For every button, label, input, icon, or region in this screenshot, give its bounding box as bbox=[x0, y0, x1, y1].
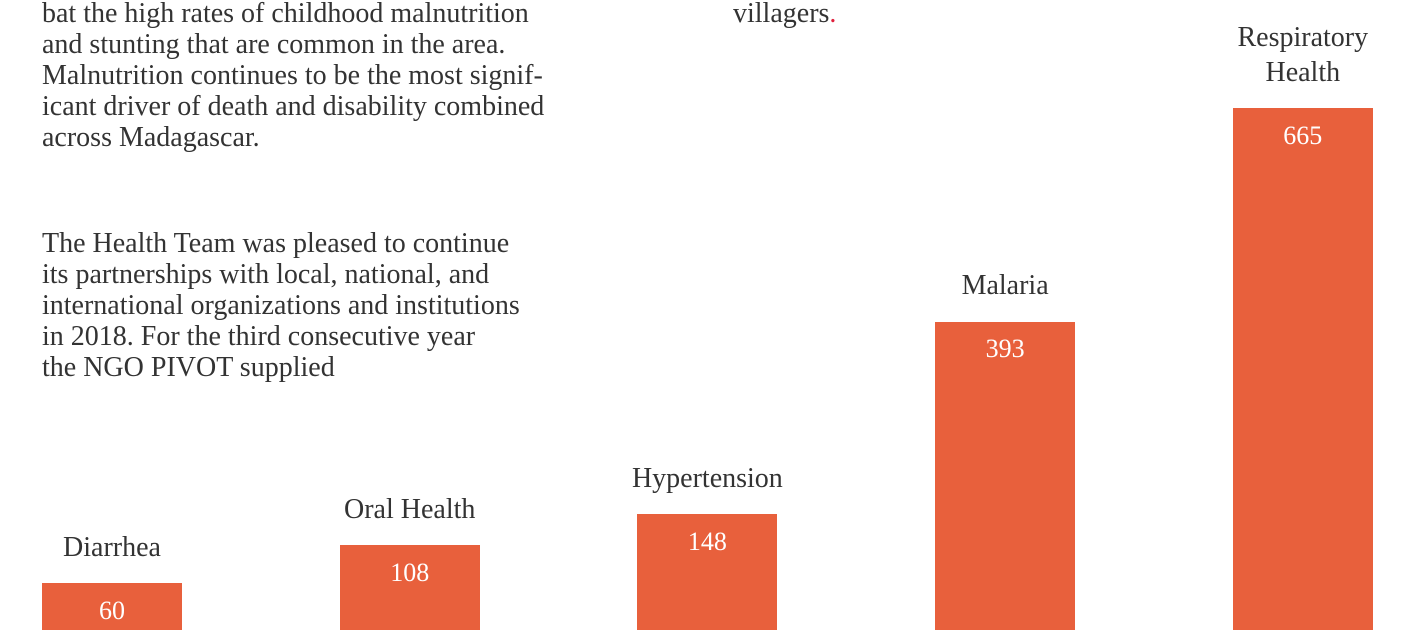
bar bbox=[637, 513, 778, 630]
text-line: The Health Team was pleased to continue bbox=[42, 228, 510, 259]
text-line: international organizations and institut… bbox=[42, 290, 520, 321]
paragraph: bat the high rates of childhood malnutri… bbox=[42, 0, 544, 153]
paragraph: The Health Team was pleased to continue i… bbox=[42, 228, 520, 383]
text-line: icant driver of death and disability com… bbox=[42, 91, 545, 122]
text-line: Malnutrition continues to be the most si… bbox=[42, 60, 543, 91]
value-label: 108 bbox=[390, 558, 430, 588]
category-label: Hypertension bbox=[631, 462, 783, 494]
text-line: across Madagascar. bbox=[42, 122, 260, 153]
bar bbox=[339, 545, 480, 630]
value-label: 148 bbox=[687, 526, 727, 556]
value-label: 393 bbox=[985, 334, 1025, 364]
text: . bbox=[829, 0, 837, 29]
text-line: bat the high rates of childhood malnutri… bbox=[42, 0, 529, 29]
text-fragment: villagers. bbox=[733, 0, 836, 29]
text-line: the NGO PIVOT supplied bbox=[42, 352, 335, 383]
value-label: 665 bbox=[1283, 120, 1323, 150]
category-label: Malaria bbox=[961, 270, 1049, 302]
text-line: and stunting that are common in the area… bbox=[42, 29, 506, 60]
category-label: Oral Health bbox=[343, 494, 476, 526]
value-label: 60 bbox=[99, 595, 125, 625]
text-line: in 2018. For the third consecutive year bbox=[42, 321, 476, 352]
bar bbox=[935, 321, 1076, 630]
text-line: its partnerships with local, national, a… bbox=[42, 259, 490, 290]
category-label: Respiratory Health bbox=[1237, 21, 1369, 88]
bar bbox=[42, 582, 182, 630]
category-label: Diarrhea bbox=[63, 531, 161, 563]
text: villagers bbox=[733, 0, 830, 29]
bar bbox=[1232, 107, 1373, 630]
